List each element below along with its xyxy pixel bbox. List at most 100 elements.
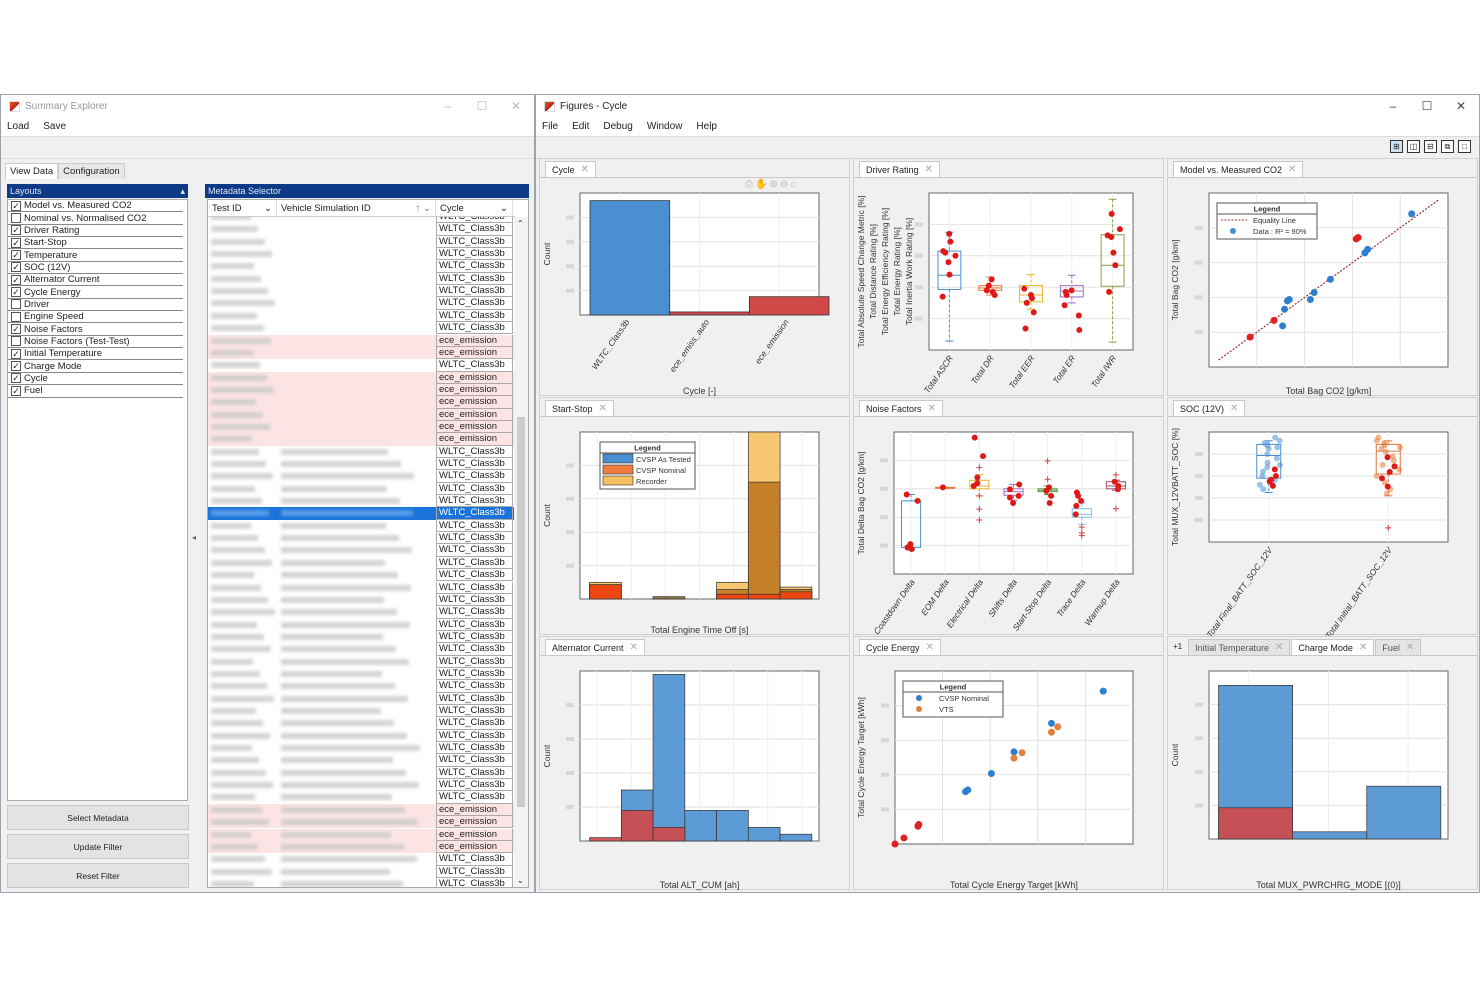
close-tab-icon[interactable]: ✕ (1275, 642, 1284, 653)
table-row[interactable]: ece_emission (208, 396, 515, 409)
reset-filter-button[interactable]: Reset Filter (7, 863, 189, 888)
close-tab-icon[interactable]: ✕ (925, 642, 934, 653)
table-row[interactable]: WLTC_Class3b (208, 593, 515, 607)
single-layout-icon[interactable]: □ (1458, 140, 1471, 153)
table-row[interactable]: WLTC_Class3b (208, 630, 515, 644)
close-tab-icon[interactable]: ✕ (1405, 642, 1415, 653)
table-row[interactable]: WLTC_Class3b (208, 482, 515, 496)
checkbox[interactable]: ✓ (11, 287, 21, 298)
layout-item[interactable]: Noise Factors (Test-Test) (8, 336, 183, 349)
table-row[interactable]: WLTC_Class3b (208, 235, 515, 249)
table-row[interactable]: WLTC_Class3b (208, 643, 515, 656)
figure-tab[interactable]: Cycle Energy ✕ (859, 639, 941, 655)
table-row[interactable]: WLTC_Class3b (208, 667, 515, 681)
figure-tab[interactable]: SOC (12V) ✕ (1173, 400, 1246, 416)
layout-item[interactable]: ✓ Start-Stop (8, 237, 183, 250)
figure-tab[interactable]: Driver Rating ✕ (859, 161, 940, 177)
table-row[interactable]: ece_emission (208, 828, 515, 841)
close-icon[interactable]: ✕ (510, 99, 522, 113)
menu-debug[interactable]: Debug (603, 121, 633, 132)
layout-item[interactable]: Engine Speed (8, 311, 183, 324)
menu-window[interactable]: Window (646, 121, 683, 132)
scroll-thumb[interactable] (517, 417, 525, 807)
close-tab-icon[interactable]: ✕ (1358, 642, 1368, 653)
figure-tab[interactable]: Charge Mode ✕ (1291, 639, 1375, 655)
table-row[interactable]: WLTC_Class3b (208, 507, 515, 520)
scrollbar[interactable]: ⌃ ⌄ (514, 217, 528, 887)
figure-tab[interactable]: Model vs. Measured CO2 ✕ (1173, 161, 1304, 177)
col-test-id[interactable]: Test ID ⌄ (208, 200, 277, 216)
table-row[interactable]: WLTC_Class3b (208, 705, 515, 718)
layout-item[interactable]: ✓ Alternator Current (8, 274, 183, 287)
table-row[interactable]: WLTC_Class3b (208, 581, 515, 594)
table-row[interactable]: WLTC_Class3b (208, 519, 515, 533)
table-row[interactable]: WLTC_Class3b (208, 692, 515, 705)
close-tab-icon[interactable]: ✕ (927, 403, 936, 414)
table-row[interactable]: ece_emission (208, 840, 515, 854)
table-row[interactable]: WLTC_Class3b (208, 717, 515, 730)
table-row[interactable]: WLTC_Class3b (208, 359, 515, 372)
close-tab-icon[interactable]: ✕ (1230, 403, 1239, 414)
layout-item[interactable]: ✓ Temperature (8, 249, 183, 262)
grid-layout-icon[interactable]: ⊞ (1390, 140, 1403, 153)
table-row[interactable]: WLTC_Class3b (208, 865, 515, 878)
float-layout-icon[interactable]: ⧉ (1441, 140, 1454, 153)
close-tab-icon[interactable]: ✕ (580, 164, 589, 175)
menu-save[interactable]: Save (43, 121, 67, 132)
table-row[interactable]: WLTC_Class3b (208, 729, 515, 743)
checkbox[interactable] (11, 336, 21, 347)
close-tab-icon[interactable]: ✕ (629, 642, 638, 653)
figure-tab[interactable]: Alternator Current ✕ (545, 639, 645, 655)
checkbox[interactable]: ✓ (11, 225, 21, 236)
table-row[interactable]: WLTC_Class3b (208, 556, 515, 570)
checkbox[interactable]: ✓ (11, 373, 21, 384)
table-row[interactable]: ece_emission (208, 803, 515, 817)
layout-item[interactable]: Nominal vs. Normalised CO2 (8, 212, 183, 225)
table-row[interactable]: WLTC_Class3b (208, 272, 515, 286)
minimize-icon[interactable]: – (444, 99, 452, 113)
table-row[interactable]: WLTC_Class3b (208, 791, 515, 804)
checkbox[interactable]: ✓ (11, 262, 21, 273)
layout-item[interactable]: ✓ Cycle (8, 373, 183, 386)
table-row[interactable]: WLTC_Class3b (208, 877, 515, 887)
table-row[interactable]: WLTC_Class3b (208, 285, 515, 298)
maximize-icon[interactable]: ☐ (1421, 99, 1433, 113)
table-row[interactable]: WLTC_Class3b (208, 445, 515, 458)
table-row[interactable]: WLTC_Class3b (208, 495, 515, 508)
checkbox[interactable]: ✓ (11, 250, 21, 261)
chevron-down-icon[interactable]: ⌄ (500, 203, 508, 214)
axes-toolbar[interactable]: ⎙✋⊕⊖⌂ (745, 179, 799, 190)
checkbox[interactable]: ✓ (11, 237, 21, 248)
checkbox[interactable]: ✓ (11, 274, 21, 285)
layout-item[interactable]: ✓ Noise Factors (8, 323, 183, 336)
checkbox[interactable]: ✓ (11, 385, 21, 396)
tab-overflow-indicator[interactable]: +1 (1173, 641, 1183, 651)
menu-file[interactable]: File (542, 121, 559, 132)
menu-help[interactable]: Help (696, 121, 717, 132)
tab-view-data[interactable]: View Data (5, 163, 59, 179)
checkbox[interactable]: ✓ (11, 348, 21, 359)
layout-item[interactable]: ✓ Fuel (8, 385, 183, 398)
splitter-arrow-icon[interactable]: ◂ (192, 533, 197, 542)
table-row[interactable]: ece_emission (208, 371, 515, 384)
table-row[interactable]: WLTC_Class3b (208, 260, 515, 273)
figure-tab[interactable]: Fuel ✕ (1375, 639, 1422, 655)
figure-tab[interactable]: Cycle ✕ (545, 161, 596, 177)
table-row[interactable]: WLTC_Class3b (208, 297, 515, 310)
minimize-icon[interactable]: – (1389, 99, 1397, 113)
figure-tab[interactable]: Start-Stop ✕ (545, 400, 614, 416)
close-icon[interactable]: ✕ (1455, 99, 1467, 113)
table-row[interactable]: ece_emission (208, 433, 515, 446)
menu-load[interactable]: Load (7, 121, 30, 132)
table-row[interactable]: WLTC_Class3b (208, 742, 515, 755)
table-row[interactable]: WLTC_Class3b (208, 248, 515, 261)
table-row[interactable]: ece_emission (208, 408, 515, 421)
layout-item[interactable]: ✓ SOC (12V) (8, 262, 183, 275)
layout-item[interactable]: ✓ Charge Mode (8, 360, 183, 373)
table-row[interactable]: ece_emission (208, 816, 515, 829)
table-row[interactable]: WLTC_Class3b (208, 779, 515, 792)
tab-configuration[interactable]: Configuration (58, 163, 125, 179)
layout-item[interactable]: ✓ Initial Temperature (8, 348, 183, 361)
table-row[interactable]: WLTC_Class3b (208, 309, 515, 323)
select-metadata-button[interactable]: Select Metadata (7, 805, 189, 830)
